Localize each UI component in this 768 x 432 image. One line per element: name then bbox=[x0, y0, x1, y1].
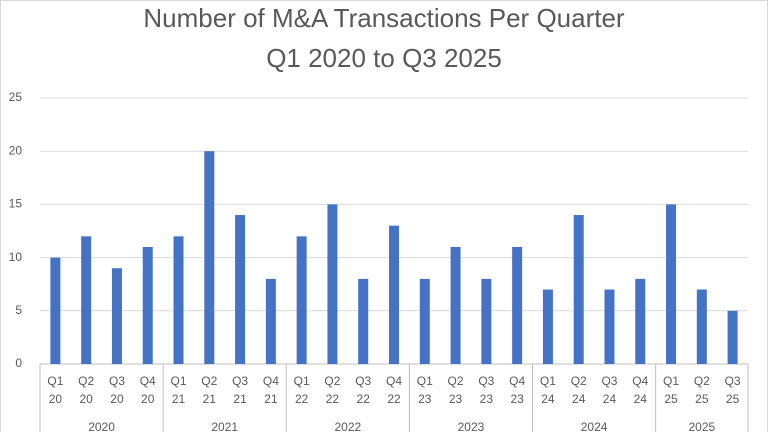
bar bbox=[635, 278, 646, 364]
x-tick-label: 23 bbox=[449, 392, 463, 406]
chart-subtitle: Q1 2020 to Q3 2025 bbox=[266, 43, 502, 73]
x-tick-label: Q2 bbox=[324, 374, 340, 388]
y-tick-label: 20 bbox=[9, 143, 23, 157]
x-tick-label: 20 bbox=[141, 392, 155, 406]
x-tick-label: Q2 bbox=[78, 374, 94, 388]
group-label: 2023 bbox=[458, 420, 485, 432]
x-tick-label: Q2 bbox=[694, 374, 710, 388]
x-tick-label: Q1 bbox=[47, 374, 63, 388]
x-tick-label: 25 bbox=[726, 392, 740, 406]
x-tick-label: 22 bbox=[326, 392, 340, 406]
x-tick-label: 21 bbox=[233, 392, 247, 406]
x-tick-label: 24 bbox=[603, 392, 617, 406]
x-tick-label: Q2 bbox=[448, 374, 464, 388]
bar bbox=[111, 268, 122, 364]
x-tick-label: 21 bbox=[264, 392, 278, 406]
x-tick-label: Q2 bbox=[201, 374, 217, 388]
bar bbox=[265, 278, 276, 364]
x-tick-label: 23 bbox=[418, 392, 432, 406]
x-tick-label: Q4 bbox=[140, 374, 156, 388]
chart-title: Number of M&A Transactions Per Quarter bbox=[143, 3, 625, 33]
x-tick-label: 21 bbox=[203, 392, 217, 406]
y-tick-label: 5 bbox=[15, 303, 22, 317]
x-tick-label: 20 bbox=[49, 392, 63, 406]
x-tick-label: Q3 bbox=[355, 374, 371, 388]
x-tick-label: Q1 bbox=[294, 374, 310, 388]
bar bbox=[358, 278, 369, 364]
y-tick-label: 25 bbox=[9, 90, 23, 104]
bar bbox=[235, 215, 246, 364]
x-tick-label: 20 bbox=[79, 392, 93, 406]
bar bbox=[173, 236, 184, 364]
bar bbox=[542, 289, 553, 364]
x-tick-label: 23 bbox=[480, 392, 494, 406]
x-tick-label: Q4 bbox=[509, 374, 525, 388]
x-tick-label: Q1 bbox=[540, 374, 556, 388]
bar bbox=[142, 246, 153, 364]
group-label: 2025 bbox=[688, 420, 715, 432]
x-tick-label: Q2 bbox=[571, 374, 587, 388]
bar bbox=[389, 225, 399, 364]
group-label: 2022 bbox=[334, 420, 361, 432]
x-tick-label: 24 bbox=[541, 392, 555, 406]
x-tick-label: Q3 bbox=[232, 374, 248, 388]
bar bbox=[666, 204, 677, 364]
bar bbox=[727, 310, 738, 364]
x-tick-label: Q3 bbox=[601, 374, 617, 388]
x-tick-label: Q4 bbox=[632, 374, 648, 388]
x-tick-label: 22 bbox=[357, 392, 371, 406]
x-tick-label: Q1 bbox=[663, 374, 679, 388]
group-label: 2021 bbox=[211, 420, 238, 432]
x-tick-label: 24 bbox=[634, 392, 648, 406]
bar bbox=[696, 289, 707, 364]
x-tick-label: 22 bbox=[295, 392, 309, 406]
x-tick-label: Q4 bbox=[263, 374, 279, 388]
x-tick-label: 21 bbox=[172, 392, 186, 406]
x-tick-label: 22 bbox=[387, 392, 401, 406]
bar bbox=[419, 278, 430, 364]
x-tick-label: Q3 bbox=[478, 374, 494, 388]
bar bbox=[50, 257, 61, 364]
x-tick-label: Q1 bbox=[171, 374, 187, 388]
x-tick-label: 25 bbox=[664, 392, 678, 406]
bar bbox=[481, 278, 492, 364]
x-tick-label: 23 bbox=[510, 392, 524, 406]
bar bbox=[512, 246, 523, 364]
bar bbox=[327, 204, 338, 364]
y-tick-label: 10 bbox=[9, 250, 23, 264]
x-tick-label: Q3 bbox=[725, 374, 741, 388]
group-label: 2020 bbox=[88, 420, 115, 432]
bar bbox=[604, 289, 615, 364]
x-tick-label: 24 bbox=[572, 392, 586, 406]
y-tick-label: 0 bbox=[15, 356, 22, 370]
bar bbox=[450, 246, 461, 364]
bar bbox=[573, 215, 584, 364]
x-tick-label: Q4 bbox=[386, 374, 402, 388]
x-tick-label: Q3 bbox=[109, 374, 125, 388]
group-label: 2024 bbox=[581, 420, 608, 432]
bar bbox=[204, 151, 215, 364]
x-tick-label: Q1 bbox=[417, 374, 433, 388]
x-tick-label: 25 bbox=[695, 392, 709, 406]
bar bbox=[81, 236, 92, 364]
bar bbox=[296, 236, 307, 364]
x-tick-label: 20 bbox=[110, 392, 124, 406]
y-tick-label: 15 bbox=[9, 197, 23, 211]
